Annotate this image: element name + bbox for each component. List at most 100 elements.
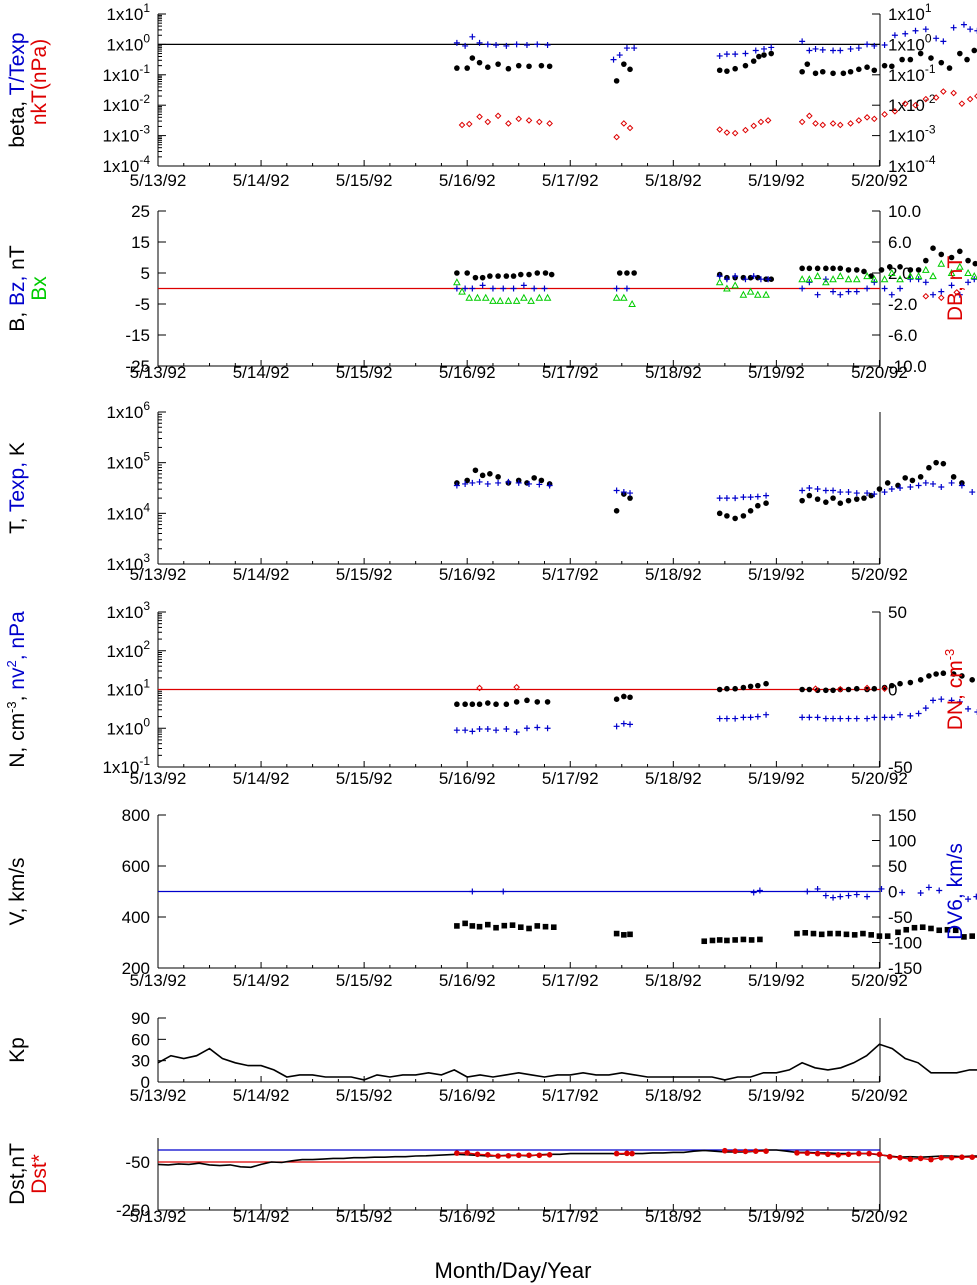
y-tick-label: -5 [135,295,150,314]
data-point [844,275,853,283]
x-tick-label: 5/20/92 [851,565,908,584]
data-point [536,481,543,488]
data-point [915,276,922,283]
data-point [515,1152,522,1159]
data-point [520,282,527,289]
data-point [911,924,918,931]
data-point [806,714,813,721]
data-point [938,483,945,490]
data-point [881,714,888,721]
data-point [917,50,924,57]
data-point [845,288,852,295]
series-line [157,1043,977,1081]
data-point [928,925,934,932]
y-tick-label: 1x10-2 [102,92,150,115]
x-tick-label: 5/14/92 [233,971,290,990]
data-point [958,100,966,107]
data-point [806,492,813,499]
data-point [765,276,772,283]
data-point [799,68,805,75]
data-point [454,923,460,929]
data-point [799,285,806,292]
y-axis-sublabel: Dst* [28,1154,51,1194]
series-3 [922,289,961,302]
y-axis-label: beta, T/Texp [6,32,29,147]
data-point [542,923,549,930]
data-point [464,65,470,71]
x-tick-label: 5/16/92 [439,769,496,788]
y-tick-label: 1x103 [106,599,150,622]
data-point [747,494,754,501]
data-point [750,58,757,64]
data-point [724,68,730,74]
data-point [493,727,500,734]
y-label-part: T/Texp [6,32,29,95]
data-point [953,289,961,296]
data-point [732,273,739,280]
data-point [489,296,497,304]
data-point [972,260,977,267]
data-point [964,56,970,63]
data-point [837,265,844,272]
y2-axis-label: nkT(nPa) [28,39,51,125]
data-point [814,885,821,892]
data-point [750,122,758,130]
y-label-part: Dst* [28,1154,51,1194]
data-point [763,680,769,687]
data-point [621,61,627,67]
data-point [732,495,739,502]
data-point [970,272,977,280]
data-point [922,479,929,486]
data-point [864,686,870,693]
data-point [863,272,871,280]
data-point [930,697,937,704]
data-point [762,290,770,298]
y-tick-label: 5 [141,264,150,283]
data-point [907,56,914,63]
data-point [755,502,761,509]
data-point [510,273,517,279]
x-tick-label: 5/15/92 [336,565,393,584]
data-point [503,726,510,733]
data-point [548,271,555,278]
data-point [819,46,826,53]
data-point [853,267,860,273]
y-tick-label: 1x100 [106,31,150,54]
data-point [814,291,821,298]
data-point [462,727,469,734]
x-tick-label: 5/15/92 [336,971,393,990]
data-point [922,95,930,103]
series-1 [453,273,977,298]
panel-dst: 5/13/92 5/14/92 5/15/92 5/16/92 5/17/92 5/18/… [6,1138,977,1226]
x-tick-label: 5/18/92 [645,363,702,382]
data-point [469,923,476,929]
data-point [716,67,723,74]
data-point [959,1154,965,1160]
y-tick-label: 1x106 [106,399,150,422]
data-point [863,114,871,121]
data-point [464,477,470,484]
x-tick-label: 5/13/92 [130,769,187,788]
data-point [750,889,757,896]
data-point [526,480,533,487]
data-point [897,711,904,718]
data-point [503,273,510,279]
data-point [907,276,914,283]
data-point [485,64,491,70]
y2-tick-label: 2.0 [888,264,912,283]
y-tick-label: 1x100 [106,715,150,738]
data-point [523,725,530,732]
data-point [888,714,895,721]
data-point [919,924,926,930]
x-tick-label: 5/16/92 [439,363,496,382]
data-point [806,265,813,272]
data-point [536,1152,543,1159]
data-point [895,929,901,936]
panel-temp: 5/13/92 5/14/92 5/15/92 5/16/92 5/17/92 5/18/… [6,399,976,584]
data-point [819,68,826,75]
data-point [967,26,974,33]
data-point [881,489,888,496]
data-point [907,267,914,273]
data-point [747,683,754,690]
data-point [487,471,493,477]
